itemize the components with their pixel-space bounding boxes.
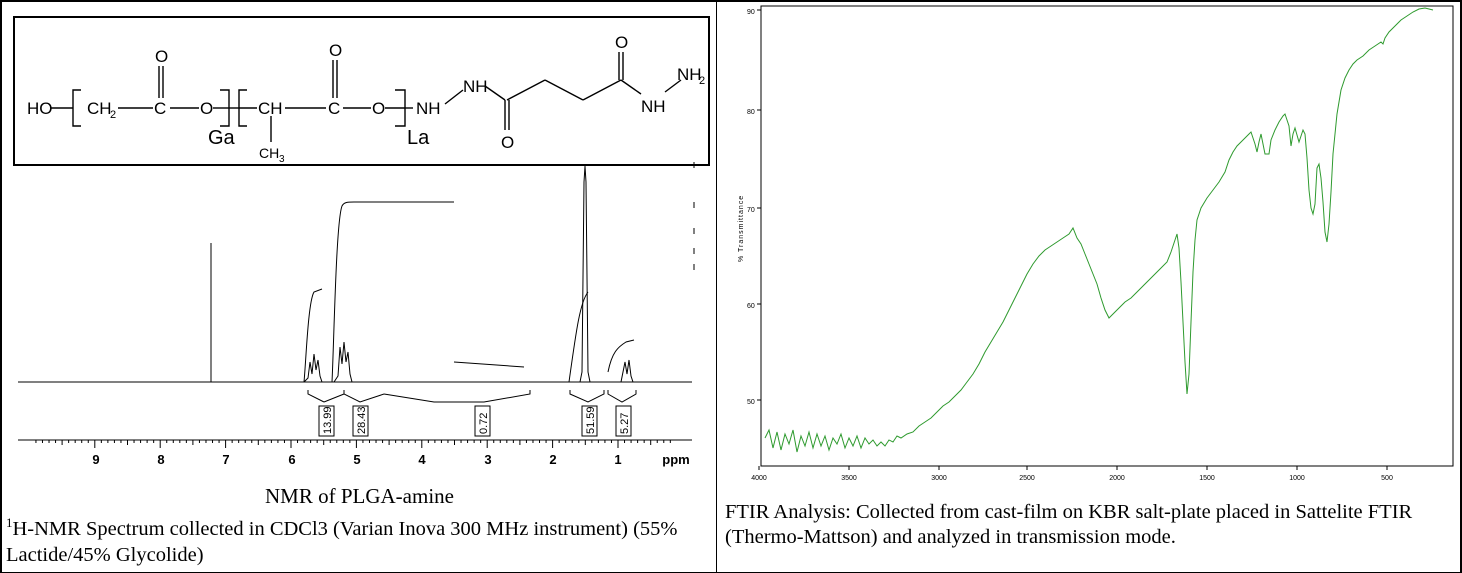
integral-value-1: 13.99 <box>322 406 334 434</box>
integral-bracket-5 <box>607 390 637 403</box>
plga-amine-structure: HO CH 2 C O O CH C O O CH 3 Ga La NH NH … <box>13 16 710 166</box>
carbonyl-o-label-2: O <box>329 41 342 60</box>
ftir-panel: 90 80 70 60 50 4000 3500 3000 2500 2000 … <box>716 0 1462 573</box>
ftir-y-tick-50: 50 <box>747 399 755 406</box>
ftir-y-tick-90: 90 <box>747 9 755 16</box>
ftir-spectrum: 90 80 70 60 50 4000 3500 3000 2500 2000 … <box>738 5 1454 482</box>
ftir-x-tick-1500: 1500 <box>1199 475 1215 482</box>
nmr-peak-1-58 <box>579 165 591 383</box>
ftir-x-tick-2000: 2000 <box>1109 475 1125 482</box>
ppm-tick-6: 6 <box>288 452 295 467</box>
ftir-x-tick-4000: 4000 <box>751 475 767 482</box>
ch2-subscript: 2 <box>110 109 116 121</box>
carbon-label-2: C <box>328 99 340 118</box>
ftir-x-tick-1000: 1000 <box>1289 475 1305 482</box>
ch3-subscript: 3 <box>279 154 285 164</box>
integral-bracket-4 <box>569 390 605 403</box>
integral-value-5: 5.27 <box>619 413 631 434</box>
ga-subscript-label: Ga <box>208 127 236 149</box>
ftir-x-tick-3500: 3500 <box>841 475 857 482</box>
carbonyl-o-label-1: O <box>155 47 168 66</box>
nmr-integral-3 <box>453 361 525 368</box>
ppm-tick-3: 3 <box>484 452 491 467</box>
ester-o-label-2: O <box>372 99 385 118</box>
ftir-y-tick-70: 70 <box>747 207 755 214</box>
la-subscript-label: La <box>407 127 430 149</box>
structure-drawing: HO CH 2 C O O CH C O O CH 3 Ga La NH NH … <box>27 33 705 164</box>
nmr-peak-5-2 <box>303 353 323 383</box>
ho-label: HO <box>27 99 53 118</box>
ppm-tick-7: 7 <box>222 452 229 467</box>
ftir-caption: FTIR Analysis: Collected from cast-film … <box>725 501 1413 548</box>
nmr-integral-1 <box>303 288 323 383</box>
integral-value-4: 51.59 <box>585 406 597 434</box>
integral-bracket-3 <box>383 390 531 403</box>
ftir-y-axis-title: % Transmittance <box>738 195 745 262</box>
nmr-peak-4-8 <box>333 341 353 383</box>
ppm-tick-5: 5 <box>353 452 360 467</box>
nmr-panel: HO CH 2 C O O CH C O O CH 3 Ga La NH NH … <box>0 0 717 573</box>
ftir-plot-frame <box>760 5 1454 467</box>
nmr-caption-body: H-NMR Spectrum collected in CDCl3 (Varia… <box>6 517 678 566</box>
amide-o-label-1: O <box>501 133 514 152</box>
ppm-tick-8: 8 <box>157 452 164 467</box>
ch2-label: CH <box>87 99 112 118</box>
ch3-label: CH <box>259 145 279 161</box>
ftir-transmittance-line <box>764 7 1434 453</box>
nmr-caption: 1H-NMR Spectrum collected in CDCl3 (Vari… <box>6 510 711 568</box>
nh2-end-label: NH <box>677 65 702 84</box>
integral-value-2: 28.43 <box>356 406 368 434</box>
ftir-y-tick-80: 80 <box>747 109 755 116</box>
integral-bracket-1 <box>307 390 325 403</box>
ch-label: CH <box>258 99 283 118</box>
ftir-y-tick-60: 60 <box>747 303 755 310</box>
nmr-integral-5 <box>607 339 635 373</box>
ftir-x-tick-3000: 3000 <box>931 475 947 482</box>
ester-o-label-1: O <box>200 99 213 118</box>
nmr-spectrum: 13.99 28.43 0.72 51.59 5.27 9 8 7 6 5 4 … <box>18 162 695 467</box>
carbon-label-1: C <box>154 99 166 118</box>
nmr-caption-superscript: 1 <box>6 515 13 530</box>
amide-o-label-2: O <box>615 33 628 52</box>
nh-label-2: NH <box>463 77 488 96</box>
nmr-integral-4 <box>568 291 589 383</box>
ppm-tick-4: 4 <box>418 452 426 467</box>
nh-label-1: NH <box>416 99 441 118</box>
nmr-integral-2 <box>331 201 454 383</box>
integral-value-3: 0.72 <box>478 413 490 434</box>
ppm-tick-1: 1 <box>614 452 621 467</box>
ppm-unit-label: ppm <box>662 452 689 467</box>
ftir-x-tick-2500: 2500 <box>1019 475 1035 482</box>
ppm-tick-2: 2 <box>549 452 556 467</box>
nmr-caption-title: NMR of PLGA-amine <box>265 484 454 508</box>
ppm-tick-9: 9 <box>92 452 99 467</box>
nmr-peak-0-9 <box>620 359 634 383</box>
nh2-end-subscript: 2 <box>699 75 705 87</box>
ftir-x-tick-500: 500 <box>1381 475 1393 482</box>
nh-label-3: NH <box>641 97 666 116</box>
